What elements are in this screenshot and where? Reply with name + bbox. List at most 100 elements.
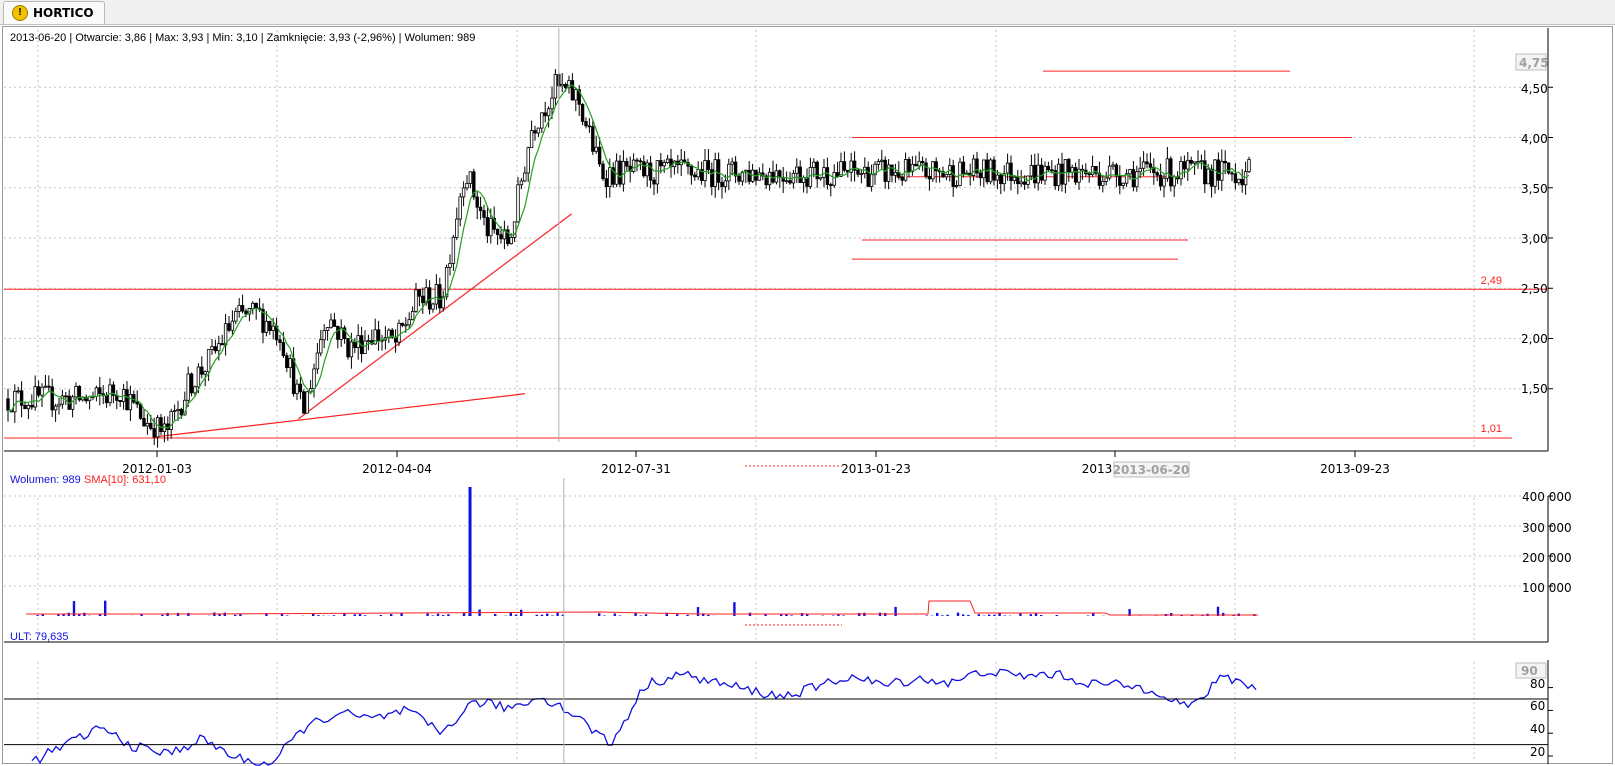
candle-body [268, 320, 272, 331]
candle-body [659, 160, 663, 167]
price-candles [6, 69, 1251, 448]
candle-body [618, 160, 622, 185]
x-tick-label: 2013-09-23 [1320, 462, 1390, 476]
candle-body [1094, 166, 1098, 174]
candle-body [135, 401, 139, 405]
candle-body [608, 167, 612, 188]
candle-body [278, 339, 282, 343]
volume-bar [780, 613, 783, 616]
candle-body [706, 160, 711, 171]
candle-body [295, 383, 299, 395]
candle-body [336, 326, 340, 340]
candle-body [550, 97, 554, 110]
ult-label: ULT: 79,635 [10, 631, 69, 643]
volume-bar [431, 615, 434, 616]
candle-body [227, 323, 231, 331]
candle-body [829, 184, 833, 186]
candle-body [40, 386, 44, 396]
candle-body [1124, 173, 1129, 184]
volume-bar [925, 615, 928, 616]
candle-body [880, 159, 884, 162]
volume-bar [390, 614, 393, 616]
candle-body [376, 329, 381, 342]
candle-body [70, 396, 75, 410]
candle-body [489, 217, 493, 237]
candle-body [951, 165, 955, 187]
candle-body [645, 162, 649, 177]
candle-body [176, 409, 180, 412]
candle-body [169, 411, 173, 430]
candle-body [125, 389, 129, 411]
candle-body [975, 158, 979, 174]
candle-body [64, 395, 68, 398]
volume-bar [161, 614, 164, 616]
candle-body [699, 169, 704, 181]
volume-bar [1216, 606, 1220, 616]
candle-body [567, 80, 571, 89]
y-tick-label: 2,00 [1521, 332, 1548, 346]
candle-body [757, 172, 762, 181]
candle-body [655, 160, 660, 185]
volume-bar [1040, 614, 1043, 616]
trend-line [298, 213, 572, 420]
candle-body [230, 320, 235, 331]
candle-body [472, 171, 476, 198]
volume-bar [639, 615, 642, 616]
candle-body [907, 159, 911, 173]
candle-body [519, 180, 524, 186]
candle-body [478, 206, 483, 212]
volume-bar [676, 614, 679, 616]
candle-body [781, 176, 785, 182]
warning-icon: ! [12, 5, 28, 21]
tab-title: HORTICO [33, 6, 94, 20]
candle-body [917, 160, 921, 167]
tab-hortico[interactable]: ! HORTICO [3, 1, 105, 24]
candle-body [1056, 163, 1061, 187]
volume-bar [998, 612, 1001, 616]
candle-body [1182, 161, 1187, 170]
candle-body [563, 84, 568, 89]
candle-body [196, 366, 201, 388]
candle-body [1165, 158, 1170, 179]
candle-body [689, 165, 694, 176]
candle-body [234, 310, 238, 322]
candle-body [189, 373, 194, 394]
candle-body [1107, 165, 1112, 179]
candle-body [920, 160, 925, 164]
candle-body [397, 322, 401, 343]
candle-body [995, 174, 1000, 181]
candle-body [1203, 160, 1207, 185]
candle-body [580, 103, 585, 122]
volume-bar [358, 614, 362, 616]
candle-body [1216, 159, 1221, 181]
candle-body [261, 308, 265, 333]
candle-body [1046, 165, 1051, 171]
candle-body [271, 325, 275, 331]
candle-body [305, 391, 309, 414]
volume-bar [644, 614, 648, 616]
candle-body [1223, 160, 1227, 164]
candle-body [458, 196, 462, 220]
candle-body [145, 422, 150, 427]
candle-body [737, 175, 741, 182]
candle-body [461, 187, 466, 198]
candle-body [132, 394, 136, 403]
candle-body [1104, 177, 1108, 182]
candle-body [325, 327, 330, 331]
candle-body [1199, 160, 1204, 163]
candle-body [152, 428, 156, 438]
y-tick-label: 3,00 [1521, 232, 1548, 246]
candle-body [893, 172, 898, 176]
candle-body [890, 164, 894, 176]
candle-body [451, 236, 456, 264]
candle-body [767, 171, 772, 186]
candle-body [366, 340, 371, 342]
candle-body [291, 358, 296, 395]
volume-bar [790, 615, 793, 616]
volume-bar [62, 614, 65, 616]
candle-body [638, 160, 643, 163]
volume-bar [364, 615, 367, 616]
candle-body [822, 167, 826, 178]
candle-body [315, 352, 320, 370]
